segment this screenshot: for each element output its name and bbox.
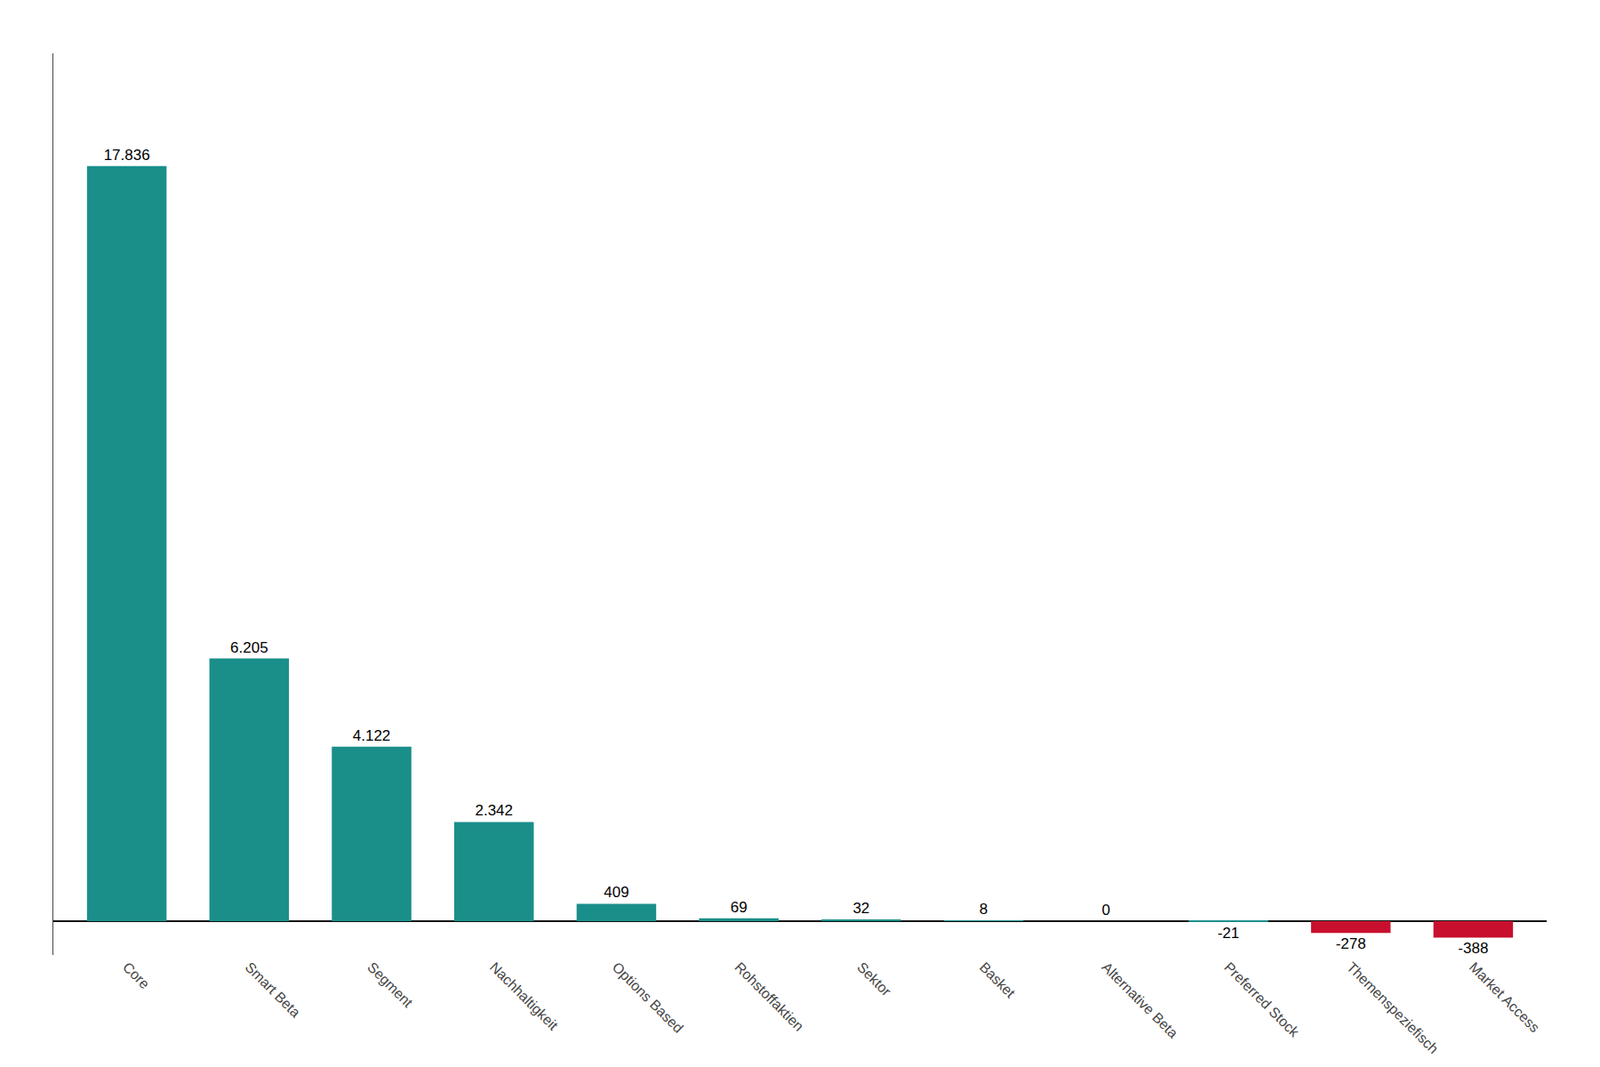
svg-text:0: 0 xyxy=(1102,901,1111,919)
svg-text:-388: -388 xyxy=(1457,939,1488,957)
svg-text:69: 69 xyxy=(730,898,748,916)
svg-text:Sektor: Sektor xyxy=(854,959,895,1000)
svg-text:Smart Beta: Smart Beta xyxy=(242,959,304,1021)
svg-text:Rohstoffaktien: Rohstoffaktien xyxy=(731,959,807,1034)
svg-text:32: 32 xyxy=(852,899,870,917)
svg-text:Basket: Basket xyxy=(976,959,1019,1001)
svg-text:Market Access: Market Access xyxy=(1466,959,1544,1036)
svg-text:-278: -278 xyxy=(1336,935,1367,952)
svg-text:2.342: 2.342 xyxy=(474,801,513,819)
svg-text:Core: Core xyxy=(120,959,153,992)
svg-text:-21: -21 xyxy=(1217,924,1240,942)
svg-text:8: 8 xyxy=(979,900,988,918)
svg-text:17.836: 17.836 xyxy=(104,146,151,164)
svg-text:4.122: 4.122 xyxy=(352,727,392,744)
svg-text:Nachhaltigkeit: Nachhaltigkeit xyxy=(487,959,561,1033)
svg-text:Segment: Segment xyxy=(364,959,416,1011)
svg-text:Preferred Stock: Preferred Stock xyxy=(1221,959,1303,1040)
svg-text:Options Based: Options Based xyxy=(609,959,687,1036)
svg-text:Alternative Beta: Alternative Beta xyxy=(1098,959,1181,1041)
svg-text:Themenspeziefisch: Themenspeziefisch xyxy=(1344,959,1441,1056)
svg-text:6.205: 6.205 xyxy=(230,639,269,656)
svg-text:409: 409 xyxy=(603,883,629,901)
